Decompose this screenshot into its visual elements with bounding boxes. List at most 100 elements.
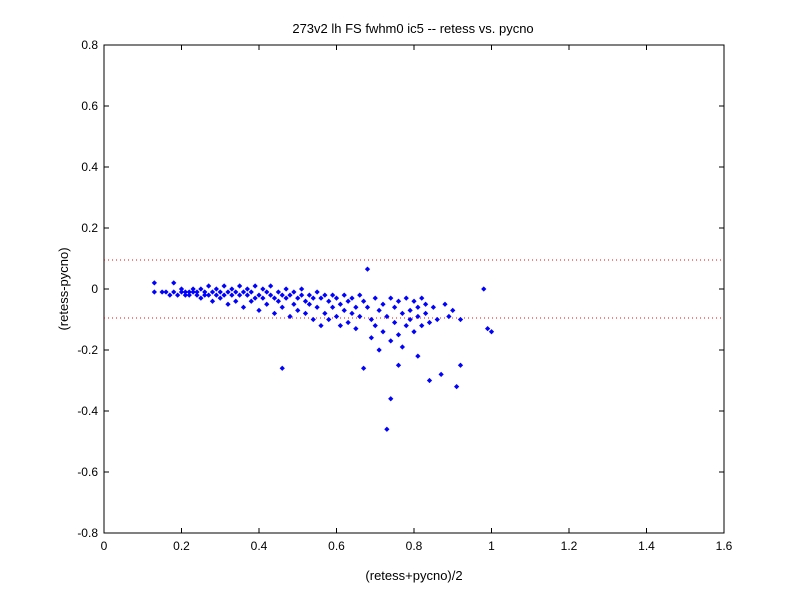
data-point [357, 313, 363, 320]
data-point [237, 283, 243, 289]
data-point [194, 292, 200, 298]
data-point [213, 286, 219, 292]
data-point [395, 362, 402, 368]
x-axis-label: (retess+pycno)/2 [365, 568, 462, 583]
data-point [275, 298, 281, 304]
data-point [485, 326, 491, 332]
data-point [206, 283, 212, 289]
data-point [252, 283, 258, 289]
data-point [244, 286, 250, 292]
data-point [194, 289, 200, 295]
data-point [206, 292, 212, 298]
data-point [341, 307, 347, 313]
data-points [151, 266, 495, 432]
data-point [333, 295, 340, 301]
data-point [209, 289, 216, 295]
data-point [481, 286, 487, 292]
data-point [426, 319, 433, 326]
y-tick-label: -0.8 [77, 526, 98, 540]
data-point [256, 307, 262, 313]
data-point [442, 301, 448, 307]
data-point [271, 295, 278, 301]
x-tick-label: 1.4 [638, 539, 655, 553]
data-point [302, 298, 309, 304]
data-point [302, 310, 309, 317]
data-point [175, 292, 181, 298]
data-point [167, 292, 173, 298]
data-point [364, 304, 371, 310]
reference-lines [104, 259, 724, 319]
data-point [233, 289, 239, 295]
x-tick-label: 1.2 [561, 539, 578, 553]
data-point [299, 292, 305, 298]
data-point [419, 322, 425, 329]
x-tick-label: 0.2 [173, 539, 190, 553]
data-point [237, 292, 243, 298]
data-point [419, 295, 425, 301]
data-point [457, 362, 464, 368]
data-point [380, 329, 386, 335]
data-point [318, 295, 324, 301]
data-point [151, 280, 157, 286]
data-point [159, 289, 165, 295]
data-point [423, 310, 429, 317]
data-point [357, 292, 363, 298]
data-point [171, 280, 177, 286]
data-point [333, 313, 340, 320]
data-point [353, 326, 359, 332]
data-point [322, 310, 328, 317]
data-point [275, 289, 281, 295]
data-point [376, 347, 382, 353]
data-point [186, 292, 192, 298]
data-point [326, 298, 332, 304]
data-point [399, 310, 405, 317]
data-point [423, 301, 429, 307]
data-point [310, 295, 316, 301]
data-point [225, 289, 231, 295]
data-point [279, 304, 285, 310]
data-point [415, 313, 421, 320]
data-point [399, 344, 405, 350]
data-point [283, 286, 289, 292]
data-point [287, 292, 293, 298]
data-point [330, 292, 336, 298]
y-tick-label: -0.2 [77, 343, 98, 357]
data-point [268, 292, 274, 298]
data-point [198, 286, 204, 292]
data-point [430, 304, 436, 310]
data-point [330, 304, 336, 310]
data-point [221, 283, 227, 289]
data-point [372, 322, 378, 329]
data-point [337, 322, 343, 329]
data-point [240, 304, 247, 310]
data-point [364, 266, 371, 272]
data-point [372, 295, 378, 301]
data-point [171, 289, 177, 295]
data-point [283, 295, 289, 301]
data-point [233, 298, 239, 304]
data-point [457, 316, 464, 323]
y-tick-label: 0.2 [81, 221, 98, 235]
chart-title: 273v2 lh FS fwhm0 ic5 -- retess vs. pycn… [292, 21, 533, 36]
data-point [368, 316, 374, 323]
data-point [279, 365, 285, 371]
data-point [271, 310, 278, 317]
data-point [384, 313, 390, 320]
data-point [291, 289, 297, 295]
data-point [415, 353, 421, 359]
data-point [240, 289, 247, 295]
data-point [345, 319, 351, 326]
data-point [318, 322, 324, 329]
y-tick-label: 0 [91, 282, 98, 296]
data-point [314, 289, 320, 295]
data-point [163, 289, 169, 295]
data-point [295, 307, 301, 313]
data-point [244, 292, 250, 298]
x-tick-label: 0.4 [251, 539, 268, 553]
data-point [376, 307, 382, 313]
data-point [488, 329, 495, 335]
data-point [229, 286, 235, 292]
data-point [392, 304, 398, 310]
data-point [314, 304, 320, 310]
